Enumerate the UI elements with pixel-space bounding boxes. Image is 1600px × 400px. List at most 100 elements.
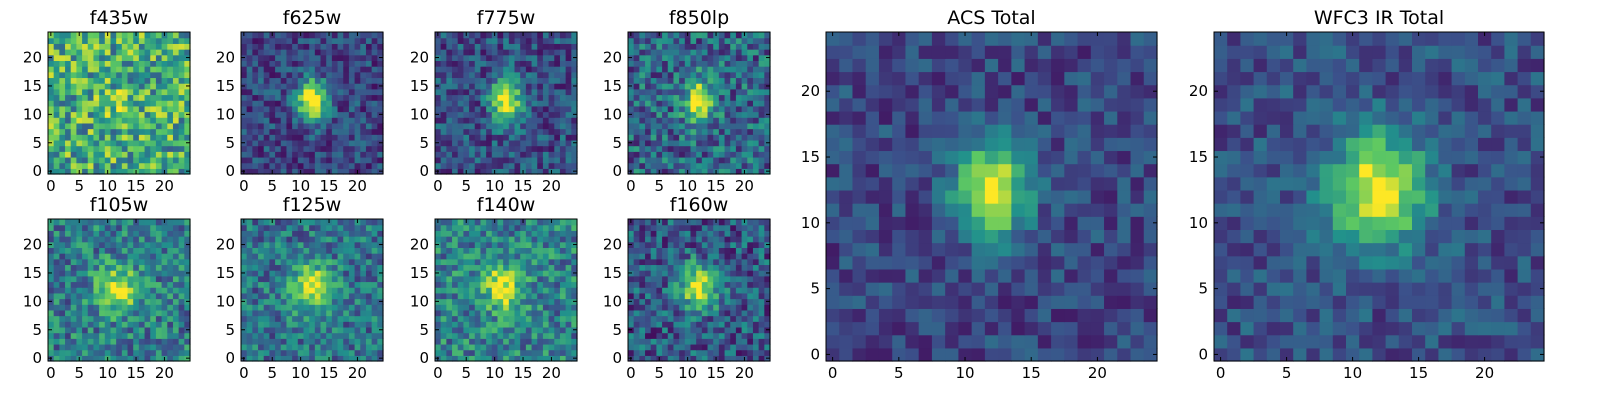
heatmap-cell bbox=[440, 145, 447, 152]
heatmap-cell bbox=[758, 32, 765, 39]
heatmap-cell bbox=[365, 247, 373, 254]
heatmap-cell bbox=[314, 343, 322, 351]
heatmap-cell bbox=[548, 43, 555, 50]
heatmap-cell bbox=[440, 139, 447, 147]
heatmap-cell bbox=[371, 151, 378, 158]
heatmap-cell bbox=[701, 105, 709, 113]
heatmap-cell bbox=[184, 100, 191, 107]
heatmap-cell bbox=[343, 139, 350, 147]
heatmap-cell bbox=[730, 77, 737, 84]
heatmap-cell bbox=[320, 32, 327, 39]
heatmap-cell bbox=[707, 128, 714, 135]
heatmap-cell bbox=[469, 315, 476, 322]
heatmap-cell bbox=[172, 156, 180, 164]
heatmap-cell bbox=[713, 156, 720, 164]
heatmap-cell bbox=[184, 321, 191, 328]
heatmap-cell bbox=[554, 258, 561, 266]
heatmap-cell bbox=[718, 100, 726, 107]
heatmap-cell bbox=[752, 321, 760, 328]
heatmap-cell bbox=[303, 236, 310, 243]
heatmap-cell bbox=[690, 122, 697, 130]
heatmap-cell bbox=[59, 247, 66, 254]
heatmap-cell bbox=[76, 309, 83, 317]
heatmap-cell bbox=[138, 309, 146, 317]
heatmap-cell bbox=[741, 309, 748, 317]
heatmap-cell bbox=[172, 304, 180, 311]
heatmap-cell bbox=[628, 275, 635, 283]
heatmap-cell bbox=[565, 88, 572, 96]
heatmap-cell bbox=[252, 49, 259, 56]
heatmap-cell bbox=[138, 145, 146, 152]
heatmap-cell bbox=[116, 321, 123, 328]
heatmap-cell bbox=[303, 105, 310, 113]
heatmap-cell bbox=[337, 275, 344, 283]
heatmap-cell bbox=[133, 230, 140, 237]
heatmap-cell bbox=[554, 32, 561, 39]
heatmap-cell bbox=[110, 37, 117, 44]
heatmap-cell bbox=[155, 117, 163, 124]
heatmap-cell bbox=[486, 332, 493, 339]
heatmap-cell bbox=[343, 309, 350, 317]
heatmap-cell bbox=[724, 332, 731, 339]
y-tick-label: 20 bbox=[603, 49, 622, 67]
heatmap-cell bbox=[343, 43, 350, 50]
heatmap-cell bbox=[679, 37, 686, 44]
heatmap-cell bbox=[565, 32, 572, 39]
heatmap-cell bbox=[690, 162, 697, 169]
heatmap-cell bbox=[53, 122, 60, 130]
heatmap-cell bbox=[747, 139, 754, 147]
heatmap-cell bbox=[707, 292, 714, 300]
heatmap-cell bbox=[93, 151, 100, 158]
heatmap-cell bbox=[565, 105, 572, 113]
heatmap-cell bbox=[508, 355, 516, 362]
heatmap-cell bbox=[440, 224, 447, 231]
heatmap-cell bbox=[93, 247, 100, 254]
heatmap-cell bbox=[167, 139, 174, 147]
heatmap-cell bbox=[508, 162, 516, 169]
heatmap-cell bbox=[320, 49, 327, 56]
x-tick-label: 15 bbox=[126, 364, 145, 382]
heatmap-cell bbox=[309, 162, 316, 169]
heatmap-cell bbox=[348, 230, 356, 237]
heatmap-cell bbox=[275, 100, 282, 107]
heatmap-cell bbox=[184, 338, 191, 345]
heatmap-cell bbox=[435, 343, 442, 351]
heatmap-cell bbox=[309, 258, 316, 266]
heatmap-cell bbox=[76, 304, 83, 311]
heatmap-cell bbox=[133, 43, 140, 50]
heatmap-cell bbox=[457, 43, 464, 50]
heatmap-cell bbox=[662, 270, 669, 277]
heatmap-cell bbox=[320, 122, 327, 130]
heatmap-cell bbox=[155, 309, 163, 317]
heatmap-cell bbox=[565, 315, 572, 322]
heatmap-cell bbox=[161, 37, 168, 44]
heatmap-cell bbox=[497, 94, 504, 101]
heatmap-cell bbox=[457, 117, 464, 124]
heatmap-cell bbox=[662, 117, 669, 124]
heatmap-cell bbox=[155, 111, 163, 118]
heatmap-cell bbox=[121, 145, 129, 152]
heatmap-cell bbox=[331, 83, 339, 90]
heatmap-cell bbox=[486, 309, 493, 317]
heatmap-cell bbox=[93, 156, 100, 164]
heatmap-cell bbox=[348, 151, 356, 158]
heatmap-cells bbox=[435, 32, 578, 175]
heatmap-cell bbox=[155, 49, 163, 56]
heatmap-cell bbox=[246, 275, 253, 283]
heatmap-cell bbox=[491, 88, 499, 96]
heatmap-cell bbox=[104, 241, 112, 248]
heatmap-cell bbox=[303, 60, 310, 67]
heatmap-cell bbox=[161, 88, 168, 96]
heatmap-cell bbox=[542, 236, 550, 243]
heatmap-cell bbox=[150, 236, 157, 243]
heatmap-cell bbox=[127, 253, 134, 260]
heatmap-cell bbox=[650, 128, 657, 135]
heatmap-cell bbox=[667, 355, 675, 362]
heatmap-cell bbox=[252, 326, 259, 334]
heatmap-cell bbox=[707, 304, 714, 311]
heatmap-cell bbox=[320, 241, 327, 248]
heatmap-cell bbox=[571, 258, 578, 266]
heatmap-cell bbox=[531, 71, 538, 79]
x-tick-label: 15 bbox=[706, 177, 725, 195]
heatmap-cell bbox=[150, 49, 157, 56]
